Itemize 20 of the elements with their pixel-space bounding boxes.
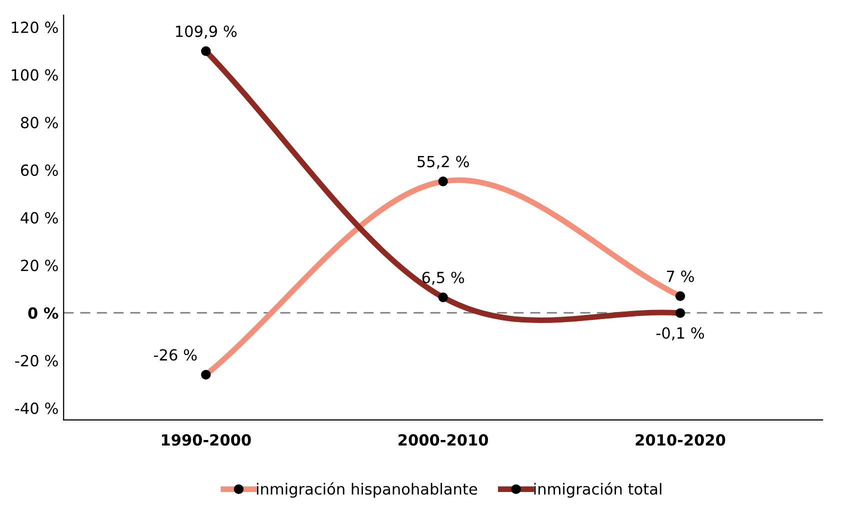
data-label: 7 %: [666, 270, 694, 282]
data-label: 6,5 %: [422, 272, 464, 285]
data-label: -0,1 %: [656, 327, 704, 340]
y-tick-label: 120 %: [12, 22, 58, 34]
x-tick-label: 2010-2020: [636, 434, 726, 446]
y-tick-label: 20 %: [21, 260, 58, 272]
x-tick-label: 2000-2010: [398, 434, 488, 446]
data-label: 109,9 %: [176, 26, 237, 39]
y-tick-label: 80 %: [20, 116, 58, 128]
legend-label: inmigración hispanohablante: [256, 482, 478, 498]
data-label: -26 %: [154, 349, 197, 361]
y-tick-label: 0 %: [28, 307, 58, 319]
y-tick-label: 60 %: [20, 164, 58, 176]
y-tick-label: -40 %: [15, 402, 58, 414]
data-label: 55,2 %: [418, 156, 469, 169]
y-tick-label: 100 %: [12, 69, 58, 81]
y-tick-label: -20 %: [15, 354, 58, 366]
legend-label: inmigración total: [534, 482, 662, 498]
y-tick-label: 40 %: [20, 212, 58, 224]
x-tick-label: 1990-2000: [162, 434, 251, 446]
